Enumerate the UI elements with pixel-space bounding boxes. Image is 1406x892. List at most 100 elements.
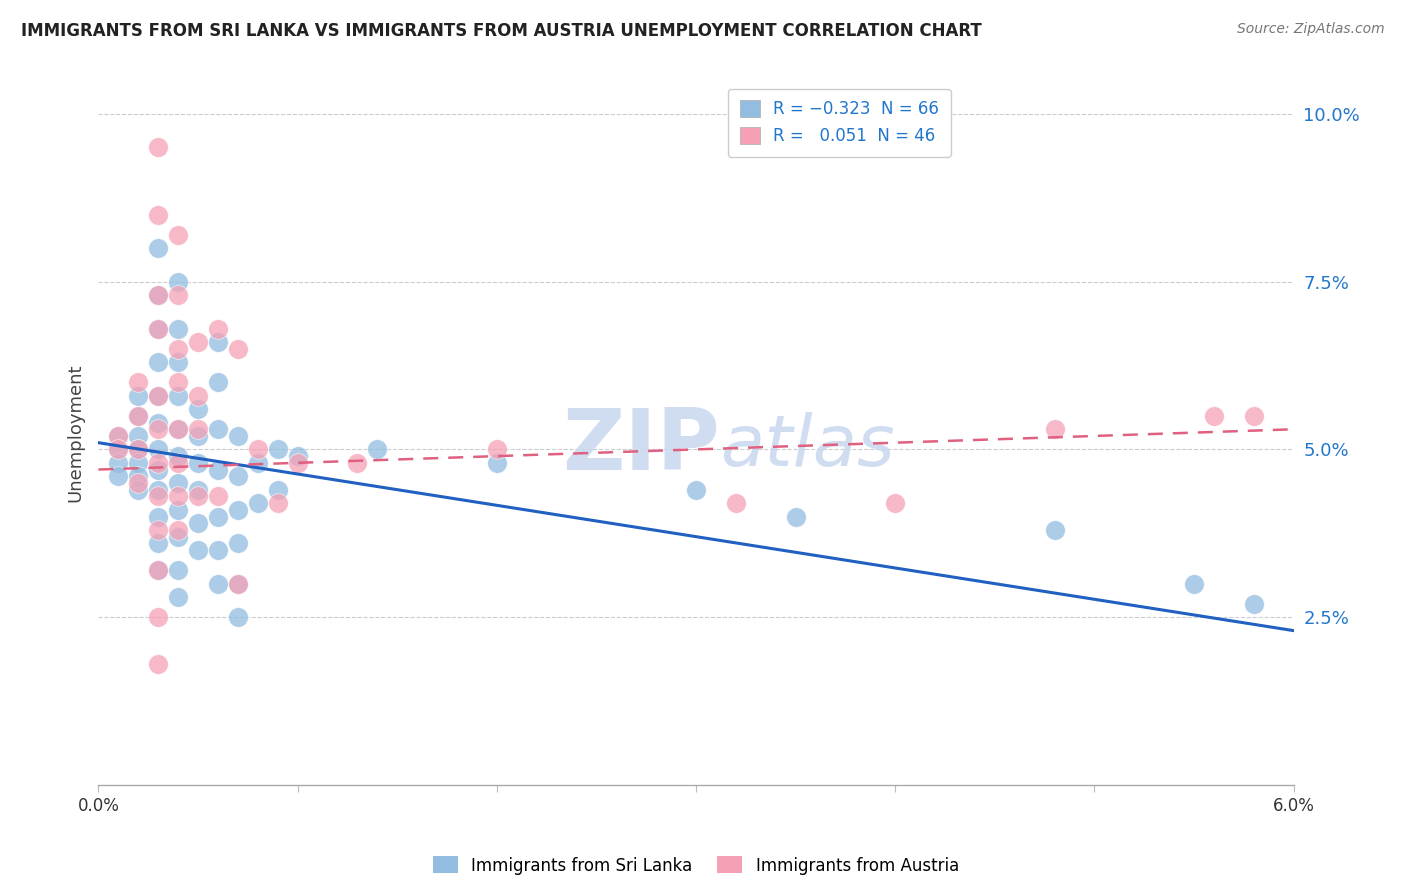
Point: [148, 321, 170, 335]
Point: [226, 429, 249, 443]
Point: [246, 442, 269, 457]
Point: [187, 402, 209, 417]
Point: [1043, 422, 1066, 436]
Point: [485, 442, 508, 457]
Point: [1243, 409, 1265, 423]
Point: [226, 469, 249, 483]
Point: [187, 516, 209, 531]
Point: [148, 483, 170, 497]
Point: [148, 140, 170, 154]
Point: [167, 489, 190, 503]
Point: [226, 342, 249, 356]
Point: [167, 389, 190, 403]
Point: [127, 389, 149, 403]
Point: [785, 509, 807, 524]
Text: ZIP: ZIP: [562, 405, 720, 488]
Point: [127, 429, 149, 443]
Point: [148, 321, 170, 335]
Point: [167, 227, 190, 242]
Point: [207, 376, 229, 390]
Point: [724, 496, 747, 510]
Point: [167, 355, 190, 369]
Point: [287, 449, 309, 463]
Point: [267, 442, 290, 457]
Point: [148, 442, 170, 457]
Point: [127, 442, 149, 457]
Point: [187, 483, 209, 497]
Point: [148, 489, 170, 503]
Point: [148, 355, 170, 369]
Point: [187, 489, 209, 503]
Point: [187, 543, 209, 558]
Point: [127, 483, 149, 497]
Point: [1043, 523, 1066, 537]
Point: [226, 536, 249, 550]
Point: [127, 409, 149, 423]
Point: [107, 456, 129, 470]
Point: [167, 275, 190, 289]
Point: [346, 456, 368, 470]
Point: [167, 503, 190, 517]
Y-axis label: Unemployment: Unemployment: [66, 363, 84, 502]
Point: [148, 422, 170, 436]
Point: [685, 483, 707, 497]
Text: atlas: atlas: [720, 412, 894, 481]
Point: [485, 456, 508, 470]
Point: [187, 422, 209, 436]
Point: [148, 288, 170, 302]
Point: [167, 288, 190, 302]
Point: [187, 389, 209, 403]
Point: [167, 376, 190, 390]
Point: [267, 496, 290, 510]
Point: [167, 342, 190, 356]
Point: [884, 496, 907, 510]
Point: [107, 442, 129, 457]
Point: [226, 576, 249, 591]
Point: [207, 489, 229, 503]
Point: [207, 576, 229, 591]
Point: [148, 462, 170, 476]
Point: [127, 469, 149, 483]
Point: [127, 376, 149, 390]
Point: [148, 563, 170, 577]
Point: [207, 462, 229, 476]
Text: Source: ZipAtlas.com: Source: ZipAtlas.com: [1237, 22, 1385, 37]
Point: [127, 475, 149, 490]
Point: [148, 389, 170, 403]
Point: [167, 422, 190, 436]
Point: [207, 321, 229, 335]
Point: [167, 530, 190, 544]
Point: [148, 563, 170, 577]
Point: [127, 409, 149, 423]
Text: IMMIGRANTS FROM SRI LANKA VS IMMIGRANTS FROM AUSTRIA UNEMPLOYMENT CORRELATION CH: IMMIGRANTS FROM SRI LANKA VS IMMIGRANTS …: [21, 22, 981, 40]
Point: [107, 469, 129, 483]
Point: [148, 657, 170, 672]
Point: [107, 429, 129, 443]
Legend: Immigrants from Sri Lanka, Immigrants from Austria: Immigrants from Sri Lanka, Immigrants fr…: [426, 850, 966, 881]
Point: [148, 456, 170, 470]
Point: [148, 610, 170, 624]
Point: [167, 475, 190, 490]
Point: [187, 456, 209, 470]
Point: [246, 456, 269, 470]
Point: [148, 536, 170, 550]
Point: [167, 563, 190, 577]
Point: [366, 442, 388, 457]
Point: [148, 207, 170, 221]
Point: [246, 496, 269, 510]
Point: [148, 509, 170, 524]
Point: [148, 288, 170, 302]
Point: [1202, 409, 1225, 423]
Point: [207, 509, 229, 524]
Point: [207, 422, 229, 436]
Point: [148, 523, 170, 537]
Point: [207, 543, 229, 558]
Point: [107, 429, 129, 443]
Point: [1182, 576, 1205, 591]
Point: [167, 449, 190, 463]
Point: [226, 503, 249, 517]
Point: [267, 483, 290, 497]
Point: [148, 416, 170, 430]
Point: [167, 456, 190, 470]
Point: [167, 321, 190, 335]
